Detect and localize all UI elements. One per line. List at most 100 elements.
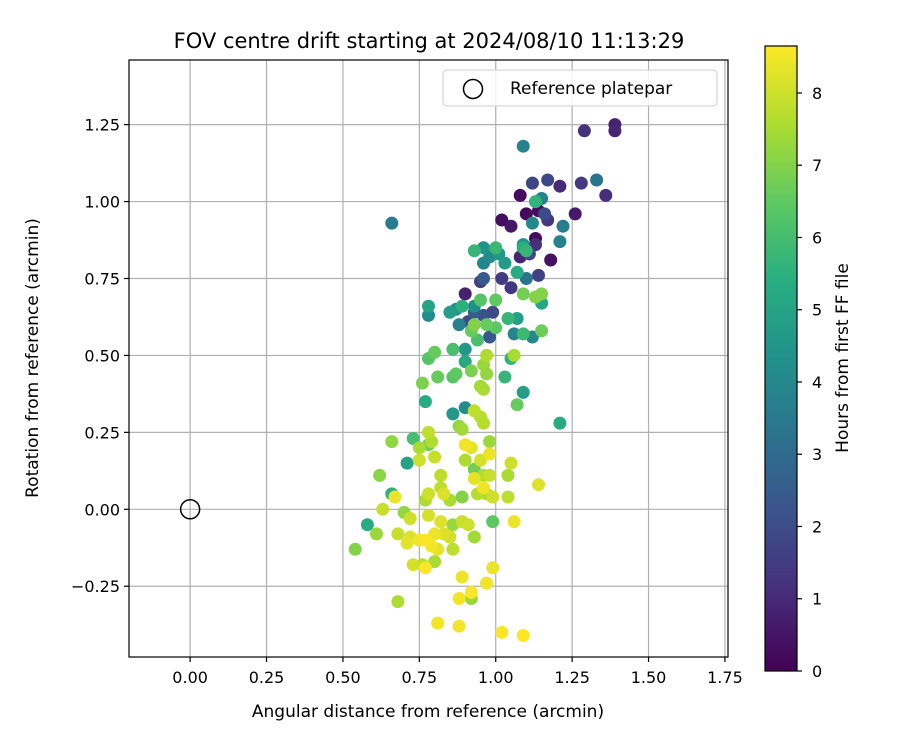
chart-title: FOV centre drift starting at 2024/08/10 … xyxy=(174,29,685,53)
data-point xyxy=(516,327,530,341)
data-point xyxy=(483,435,497,449)
data-point xyxy=(422,308,435,322)
data-point xyxy=(406,432,420,445)
data-point xyxy=(467,530,481,544)
data-point xyxy=(553,179,567,193)
data-point xyxy=(489,293,503,307)
colorbar-gradient xyxy=(764,45,798,672)
data-point xyxy=(428,527,442,541)
data-point xyxy=(422,487,435,501)
data-point xyxy=(422,425,435,439)
data-point xyxy=(574,176,588,190)
data-point xyxy=(434,515,448,529)
data-point xyxy=(483,468,497,482)
axis-ticks: 0.00 0.25 0.50 0.75 1.00 1.25 1.50 1.75 −0.25 0.0… xyxy=(71,116,743,687)
data-point xyxy=(504,281,518,295)
data-point xyxy=(412,453,426,467)
data-point xyxy=(480,576,494,590)
data-point xyxy=(370,527,383,541)
data-point xyxy=(608,124,622,138)
data-point xyxy=(455,490,469,504)
data-point xyxy=(480,318,494,332)
data-point xyxy=(418,561,432,575)
data-point xyxy=(376,502,390,516)
data-point xyxy=(553,235,567,249)
data-point xyxy=(422,508,435,522)
data-point xyxy=(498,256,512,270)
data-point xyxy=(474,453,487,467)
x-tick-label: 1.25 xyxy=(554,668,590,687)
data-point xyxy=(525,176,539,190)
data-point xyxy=(385,435,399,449)
data-point xyxy=(486,561,500,575)
legend-label: Reference platepar xyxy=(510,79,672,99)
data-point xyxy=(477,382,490,396)
x-tick-label: 0.50 xyxy=(325,668,361,687)
data-point xyxy=(486,490,500,504)
colorbar-tick-label: 3 xyxy=(812,445,822,464)
data-point xyxy=(489,241,503,255)
x-tick-label: 1.75 xyxy=(707,668,743,687)
reference-platepar-marker xyxy=(179,499,201,520)
colorbar-tick-label: 8 xyxy=(812,84,822,103)
x-tick-label: 1.00 xyxy=(478,668,514,687)
data-point xyxy=(458,355,472,369)
data-point xyxy=(495,625,509,639)
data-point xyxy=(418,533,432,547)
data-point xyxy=(415,376,429,390)
data-point xyxy=(443,305,457,319)
data-point xyxy=(406,558,420,572)
data-point xyxy=(437,527,451,541)
data-point xyxy=(513,188,527,202)
colorbar-tick-label: 6 xyxy=(812,228,822,247)
data-point xyxy=(434,468,448,482)
data-point xyxy=(477,416,490,430)
data-point xyxy=(467,318,481,332)
x-tick-label: 0.25 xyxy=(249,668,285,687)
data-point xyxy=(507,327,521,341)
data-point xyxy=(431,370,445,384)
data-point xyxy=(464,585,478,599)
legend-marker-icon xyxy=(462,78,484,100)
data-point xyxy=(418,395,432,409)
colorbar-tick-label: 2 xyxy=(812,517,822,536)
data-point xyxy=(452,619,466,633)
data-point xyxy=(428,345,442,359)
data-point xyxy=(458,342,472,356)
data-point xyxy=(516,385,530,399)
data-point xyxy=(474,293,487,307)
legend: Reference platepar xyxy=(442,69,718,107)
y-tick-label: 0.75 xyxy=(84,269,120,288)
data-point xyxy=(535,324,549,338)
data-point xyxy=(519,207,533,221)
data-point xyxy=(437,487,451,501)
data-point xyxy=(477,481,490,495)
y-tick-label: 0.00 xyxy=(84,500,120,519)
data-point xyxy=(510,398,524,412)
data-point xyxy=(501,312,515,325)
data-point xyxy=(599,188,613,202)
data-point xyxy=(470,333,484,347)
data-point xyxy=(446,407,460,421)
y-axis-label: Rotation from reference (arcmin) xyxy=(23,218,43,498)
data-point xyxy=(516,139,530,153)
data-point xyxy=(498,370,512,384)
data-point xyxy=(467,244,481,258)
data-point xyxy=(516,629,530,642)
data-point xyxy=(577,124,591,138)
data-point xyxy=(516,287,530,301)
data-point xyxy=(507,348,521,362)
colorbar-tick-label: 0 xyxy=(812,662,822,681)
y-tick-label: 0.50 xyxy=(84,346,120,365)
data-point xyxy=(388,490,402,504)
data-point xyxy=(544,253,558,267)
data-point xyxy=(348,542,362,556)
data-point xyxy=(529,195,542,209)
data-point xyxy=(449,367,463,381)
data-point xyxy=(495,272,509,285)
data-point xyxy=(428,450,442,464)
data-point xyxy=(532,478,545,492)
x-axis-label: Angular distance from reference (arcmin) xyxy=(252,702,604,722)
grid xyxy=(129,60,728,657)
